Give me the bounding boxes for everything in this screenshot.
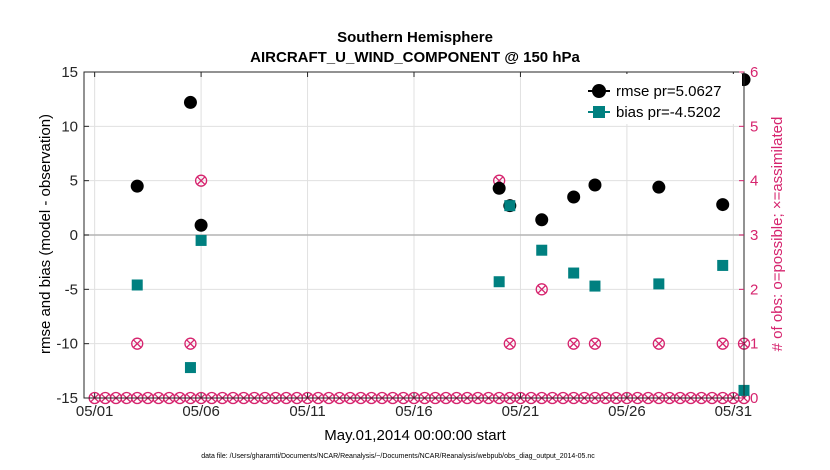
bias-point — [568, 267, 580, 279]
obs-count-marker — [503, 337, 516, 350]
y2-tick-label: 5 — [750, 118, 758, 135]
y2-axis-label: # of obs: o=possible; ×=assimilated — [769, 117, 786, 352]
x-tick-label: 05/01 — [76, 403, 114, 420]
legend-rmse-label: rmse pr=5.0627 — [616, 83, 721, 100]
bias-point — [504, 200, 516, 212]
x-tick-label: 05/11 — [289, 403, 325, 420]
bias-point — [195, 234, 207, 246]
x-axis-label: May.01,2014 00:00:00 start — [324, 427, 506, 444]
obs-count-marker — [652, 337, 665, 350]
y-tick-label: 0 — [70, 227, 78, 244]
obs-count-marker-cross-b — [186, 339, 195, 348]
obs-count-marker — [194, 174, 208, 187]
obs-count-marker — [184, 337, 197, 350]
y2-tick-label: 3 — [750, 227, 758, 244]
obs-count-marker-cross-b — [133, 339, 142, 348]
y-tick-label: 10 — [61, 118, 78, 135]
bias-point — [131, 279, 143, 291]
rmse-point — [194, 218, 208, 232]
y2-axis: 0 1 2 3 4 5 6 — [739, 64, 758, 407]
rmse-point — [492, 181, 506, 195]
obs-count-marker-cross-b — [505, 339, 514, 348]
footnote: data file: /Users/gharamti/Documents/NCA… — [201, 453, 595, 460]
rmse-point — [567, 190, 581, 204]
y-tick-label: 5 — [70, 173, 78, 190]
chart-subtitle: AIRCRAFT_U_WIND_COMPONENT @ 150 hPa — [250, 49, 580, 66]
y2-tick-label: 1 — [750, 336, 758, 353]
obs-count-marker-cross-b — [654, 339, 663, 348]
y2-tick-label: 0 — [750, 390, 758, 407]
obs-count-marker — [131, 337, 144, 350]
y-tick-label: -15 — [56, 390, 78, 407]
bias-point — [184, 362, 196, 374]
x-tick-label: 05/31 — [715, 403, 753, 420]
y-axis-label: rmse and bias (model - observation) — [37, 114, 54, 354]
rmse-point — [535, 213, 549, 227]
obs-count-marker — [567, 337, 580, 350]
obs-count-marker — [716, 337, 729, 350]
bias-point — [717, 259, 729, 271]
y-tick-label: -5 — [65, 281, 78, 298]
rmse-point — [652, 180, 666, 194]
rmse-point — [716, 198, 730, 212]
bias-point — [493, 276, 505, 288]
obs-count-marker — [535, 283, 548, 296]
rmse-point — [130, 179, 144, 193]
y-tick-label: -10 — [56, 336, 78, 353]
x-axis: 05/01 05/06 05/11 05/16 05/21 05/26 05/31 — [76, 72, 752, 420]
x-tick-label: 05/06 — [182, 403, 220, 420]
obs-count-marker-cross-b — [569, 339, 578, 348]
obs-count-marker-cross-b — [537, 285, 546, 294]
obs-count-marker-cross-b — [718, 339, 727, 348]
legend-bias-marker — [593, 106, 605, 118]
y2-tick-label: 2 — [750, 281, 758, 298]
y-axis: -15 -10 -5 0 5 10 15 — [56, 64, 89, 407]
bias-point — [536, 244, 548, 256]
obs-count-marker-cross-b — [590, 339, 600, 348]
chart-title: Southern Hemisphere — [337, 29, 493, 46]
y-tick-label: 15 — [61, 64, 78, 81]
rmse-point — [183, 95, 197, 109]
x-tick-label: 05/21 — [502, 403, 540, 420]
y2-tick-label: 6 — [750, 64, 758, 81]
bias-point — [589, 280, 601, 292]
legend: rmse pr=5.0627 bias pr=-4.5202 — [582, 74, 742, 124]
legend-rmse-marker — [592, 84, 606, 98]
x-tick-label: 05/16 — [395, 403, 433, 420]
obs-count-marker — [588, 337, 602, 350]
obs-count-marker-cross-b — [197, 176, 206, 185]
y2-tick-label: 4 — [750, 173, 758, 190]
rmse-point — [588, 178, 602, 192]
legend-bias-label: bias pr=-4.5202 — [616, 104, 721, 121]
x-tick-label: 05/26 — [608, 403, 646, 420]
bias-point — [653, 278, 665, 290]
